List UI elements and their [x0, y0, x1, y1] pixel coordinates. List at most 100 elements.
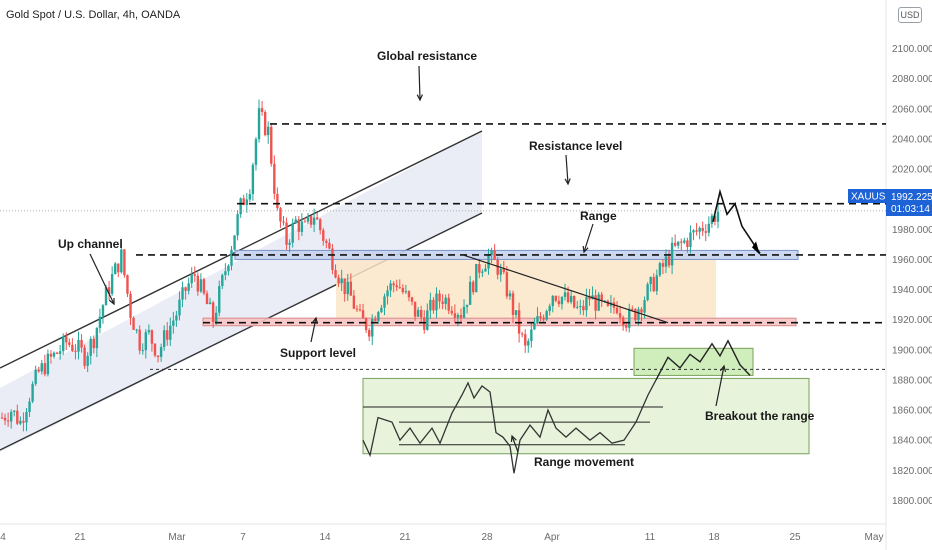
- candle-body: [107, 287, 111, 294]
- candle: [31, 381, 34, 404]
- candle-body: [484, 268, 487, 272]
- candle: [150, 329, 154, 352]
- candle-body: [499, 269, 502, 275]
- candle-body: [576, 306, 579, 308]
- time-axis[interactable]: 4 21 Mar 7 14 21 28 Apr 11 18 25 May: [0, 532, 883, 543]
- candle-body: [181, 287, 184, 300]
- candle-body: [661, 263, 665, 267]
- candle-body: [322, 230, 325, 241]
- breakout-arrow-head: [719, 364, 727, 372]
- candle: [71, 338, 74, 353]
- candle-body: [147, 330, 151, 333]
- price-axis[interactable]: 1800.000 1820.000 1840.000 1860.000 1880.000…: [892, 44, 932, 507]
- candle: [169, 317, 172, 346]
- candle: [527, 338, 530, 353]
- candle-body: [83, 347, 86, 366]
- candle-body: [615, 307, 619, 314]
- candle-body: [297, 219, 301, 232]
- symbol-badge: [848, 189, 886, 203]
- range-movement-box: [362, 377, 810, 455]
- candle: [196, 272, 200, 296]
- candle-body: [312, 217, 316, 225]
- candle-body: [319, 219, 322, 231]
- candle: [511, 290, 515, 324]
- candle: [346, 273, 349, 301]
- candle-body: [435, 293, 438, 311]
- up-channel-arrow-head: [108, 297, 115, 306]
- candle: [110, 266, 114, 296]
- candle: [325, 238, 328, 249]
- candle-body: [126, 275, 129, 294]
- candle-body: [16, 410, 19, 424]
- candle: [658, 261, 662, 278]
- candle: [46, 349, 50, 377]
- candle: [389, 280, 392, 298]
- time-tick-label: 21: [399, 532, 411, 543]
- candle-body: [19, 420, 22, 424]
- currency-toggle-button[interactable]: USD: [898, 7, 922, 23]
- time-tick-label: 14: [319, 532, 331, 543]
- candle-body: [383, 296, 386, 308]
- candle: [435, 287, 438, 319]
- candle-body: [716, 211, 720, 222]
- candle-body: [230, 249, 233, 266]
- candle-body: [251, 164, 255, 195]
- candle: [484, 264, 487, 272]
- candle: [114, 261, 117, 275]
- candle-body: [444, 297, 447, 305]
- candle-body: [352, 295, 356, 309]
- candle: [270, 123, 273, 167]
- candle-body: [202, 279, 206, 294]
- label-global-resistance: Global resistance: [377, 49, 477, 63]
- candle-body: [358, 309, 362, 311]
- candle: [175, 310, 178, 327]
- candle-body: [447, 297, 450, 311]
- candle: [670, 237, 674, 275]
- time-tick-label: 7: [240, 532, 246, 543]
- candle: [178, 291, 181, 321]
- candle: [123, 248, 126, 278]
- candle: [282, 215, 285, 226]
- candle: [263, 110, 267, 137]
- candle-body: [710, 215, 714, 224]
- candle-body: [257, 108, 261, 140]
- time-tick-label: 11: [645, 532, 656, 543]
- candle-body: [502, 269, 506, 273]
- candle: [129, 291, 132, 325]
- candle-body: [557, 300, 561, 305]
- price-tick-label: 2060.000: [892, 104, 932, 115]
- candle: [312, 208, 316, 233]
- candle-body: [123, 249, 126, 276]
- candle: [340, 269, 343, 292]
- global-resistance-arrow: [418, 65, 421, 101]
- candle-body: [698, 227, 701, 232]
- candle-body: [416, 309, 420, 317]
- symbol-title[interactable]: Gold Spot / U.S. Dollar, 4h, OANDA: [6, 9, 181, 21]
- candle-body: [649, 277, 652, 285]
- candle: [548, 303, 551, 316]
- candle: [371, 314, 374, 346]
- candle: [710, 213, 714, 228]
- candle-body: [46, 353, 50, 375]
- candle: [303, 217, 307, 223]
- candle: [661, 259, 665, 275]
- candle: [120, 241, 123, 274]
- candle-body: [355, 308, 359, 310]
- candle-body: [236, 214, 239, 236]
- candle: [181, 281, 184, 308]
- price-tick-label: 1840.000: [892, 436, 932, 447]
- candle-body: [331, 248, 334, 270]
- candle: [377, 310, 380, 324]
- candle: [80, 334, 83, 353]
- candle-body: [658, 263, 662, 276]
- candle-body: [677, 241, 680, 246]
- up-channel-fill: [0, 130, 482, 452]
- time-tick-label: Apr: [544, 532, 560, 543]
- candle-body: [582, 306, 585, 311]
- candle: [187, 277, 190, 295]
- candle-body: [487, 255, 490, 269]
- candle-body: [646, 284, 649, 301]
- candle-body: [325, 240, 328, 243]
- candle-body: [527, 340, 530, 346]
